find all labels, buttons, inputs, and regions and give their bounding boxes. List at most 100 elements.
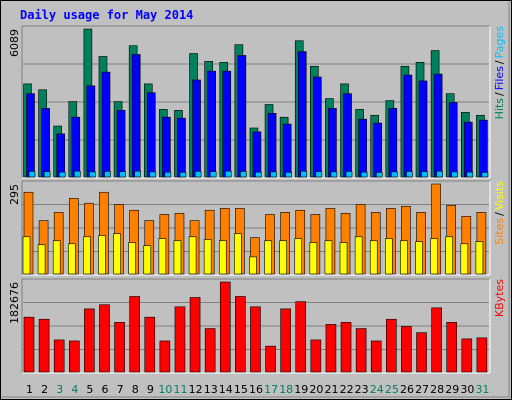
bar: [464, 121, 473, 178]
x-tick-label: 21: [324, 383, 338, 396]
bar: [234, 233, 242, 275]
bar: [98, 235, 106, 275]
bar: [99, 304, 110, 373]
bar: [433, 73, 443, 178]
bar: [355, 328, 367, 373]
y-tick-label: 295: [8, 184, 21, 205]
bar: [162, 116, 171, 178]
bar: [53, 339, 65, 373]
bar: [116, 110, 126, 178]
bar: [129, 296, 140, 373]
y-tick-label: 182676: [8, 282, 21, 324]
bar: [159, 340, 171, 373]
bar: [86, 85, 96, 178]
bar: [104, 171, 111, 178]
bar: [415, 241, 423, 275]
bar: [146, 92, 156, 178]
bar: [479, 119, 488, 178]
bar: [249, 256, 257, 275]
bar: [58, 171, 66, 178]
legend-entry: Visits: [493, 181, 506, 210]
x-tick-label: 29: [445, 383, 459, 396]
legend-entry: Pages: [493, 26, 506, 59]
bar: [173, 240, 182, 275]
legend-entry: KBytes: [493, 279, 506, 317]
bar: [174, 306, 186, 373]
x-tick-label: 26: [400, 383, 414, 396]
bar: [134, 170, 141, 178]
bar: [386, 318, 397, 373]
bar: [209, 171, 217, 178]
x-tick-label: 12: [189, 383, 203, 396]
bar: [219, 281, 231, 373]
bar: [23, 316, 35, 373]
bar: [300, 170, 308, 178]
bar: [158, 238, 167, 275]
legend: Sites / Visits: [493, 181, 506, 245]
bar: [309, 242, 318, 275]
legend-entry: Hits: [493, 98, 506, 120]
bar: [431, 307, 442, 373]
bar: [250, 306, 261, 373]
bar: [345, 171, 353, 178]
bar: [43, 171, 51, 178]
bar: [373, 122, 383, 178]
bar: [340, 322, 352, 373]
bar: [177, 117, 186, 178]
bar: [343, 93, 352, 178]
bar: [128, 242, 136, 275]
x-tick-label: 23: [355, 383, 369, 396]
x-tick-label: 30: [460, 383, 474, 396]
legend-entry: Sites: [493, 218, 506, 245]
bar: [131, 54, 141, 178]
bar: [400, 240, 408, 275]
x-tick-label: 7: [117, 383, 124, 396]
bar: [295, 301, 307, 373]
bar: [388, 108, 398, 178]
bar: [324, 240, 333, 275]
x-tick-label: 8: [132, 383, 139, 396]
bar: [369, 240, 378, 275]
bar: [264, 240, 272, 275]
bar: [285, 172, 292, 178]
bar: [315, 171, 323, 178]
bar: [240, 171, 247, 178]
bar: [113, 233, 121, 275]
bar: [22, 236, 31, 275]
bar: [385, 238, 393, 275]
bar: [330, 171, 338, 178]
x-tick-label: 20: [309, 383, 323, 396]
x-tick-label: 27: [415, 383, 429, 396]
legend-entry: Files: [493, 66, 506, 90]
x-tick-label: 19: [294, 383, 308, 396]
x-tick-label: 25: [385, 383, 399, 396]
bar: [460, 243, 469, 275]
bar: [224, 170, 232, 178]
bar: [370, 340, 382, 373]
legend: Hits/Files/Pages: [493, 26, 506, 120]
bar: [270, 171, 277, 178]
bar: [328, 108, 337, 178]
bar: [354, 236, 363, 275]
bar: [476, 337, 488, 373]
bar: [71, 116, 81, 178]
bar: [325, 324, 337, 373]
bar: [297, 51, 307, 178]
bar: [144, 316, 156, 373]
x-tick-label: 6: [102, 383, 109, 396]
bar: [143, 245, 152, 275]
bar: [73, 170, 81, 178]
x-tick-label: 10: [158, 383, 172, 396]
bar: [89, 171, 96, 178]
bar: [149, 171, 157, 178]
bar: [461, 338, 473, 373]
bar: [38, 318, 50, 373]
x-tick-label: 9: [147, 383, 154, 396]
x-tick-label: 24: [370, 383, 384, 396]
x-tick-label: 1: [26, 383, 33, 396]
bar: [279, 240, 287, 275]
bar: [83, 236, 91, 275]
bar: [194, 171, 202, 178]
bar: [294, 238, 303, 275]
